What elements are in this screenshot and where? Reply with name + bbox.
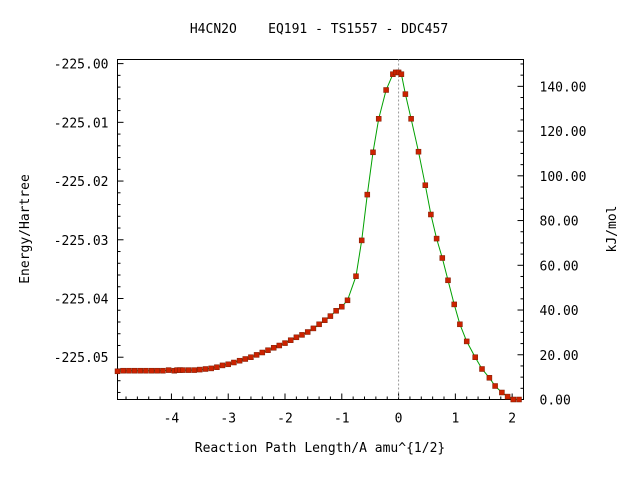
y2-tick-label: 140.00 [540, 80, 587, 95]
y-tick-label: -225.05 [54, 351, 109, 366]
data-point [160, 367, 166, 374]
y-tick-label: -225.00 [54, 58, 109, 73]
data-point [265, 347, 271, 353]
data-point [120, 367, 126, 374]
y2-tick-label: 40.00 [540, 304, 579, 319]
x-axis-label: Reaction Path Length/A amu^{1/2} [195, 441, 445, 456]
data-point [364, 191, 371, 198]
data-point [197, 366, 203, 373]
data-point [463, 338, 470, 345]
axis-tick-labels: -4 -3 -2 -1 0 1 2 -225.00 -225.01 -225.02 -225.03 -… [54, 58, 587, 427]
data-point [253, 352, 260, 358]
data-point [304, 329, 311, 335]
data-point [510, 396, 517, 403]
data-point [516, 396, 522, 403]
data-point [422, 182, 429, 188]
data-point [137, 367, 143, 374]
data-point [492, 383, 498, 389]
data-point [214, 364, 220, 370]
y2-axis-label: kJ/mol [605, 206, 620, 253]
data-point [398, 71, 405, 77]
data-point [299, 332, 305, 338]
series-points [114, 69, 522, 403]
x-tick-label: -1 [334, 412, 350, 427]
data-point [472, 354, 478, 360]
data-point [225, 361, 231, 368]
data-point [293, 334, 300, 341]
x-tick-label: 2 [508, 412, 516, 427]
data-point [185, 367, 192, 373]
data-point [402, 91, 409, 97]
data-point [236, 357, 243, 364]
data-point [282, 340, 288, 346]
data-point [339, 303, 345, 310]
data-point [383, 87, 389, 93]
data-point [191, 367, 197, 373]
y-tick-label: -225.04 [54, 292, 109, 307]
data-point [358, 237, 365, 244]
data-point [333, 308, 339, 314]
data-point [180, 367, 186, 373]
y2-tick-label: 80.00 [540, 215, 579, 230]
data-point [504, 393, 511, 400]
axis-ticks [117, 63, 524, 400]
data-point [248, 354, 254, 360]
data-point [143, 367, 149, 374]
data-point [259, 349, 266, 356]
data-point [154, 367, 160, 374]
data-point [408, 116, 414, 122]
x-tick-label: -3 [220, 412, 236, 427]
data-point [270, 345, 277, 351]
data-point [439, 255, 446, 261]
data-point [126, 367, 132, 374]
data-point [316, 321, 322, 328]
data-point [344, 297, 351, 304]
y-tick-label: -225.02 [54, 175, 109, 190]
data-point [479, 366, 485, 372]
chart-title: H4CN2O EQ191 - TS1557 - DDC457 [190, 22, 448, 37]
data-point [165, 367, 172, 373]
data-point [231, 359, 237, 366]
data-point [148, 367, 155, 374]
data-point [219, 362, 226, 369]
y2-tick-label: 20.00 [540, 349, 579, 364]
series-line [117, 71, 519, 400]
data-point [208, 365, 214, 372]
data-point [353, 273, 359, 279]
data-point [375, 116, 382, 122]
y2-tick-label: 120.00 [540, 125, 587, 140]
data-point [327, 313, 334, 319]
y2-tick-label: 100.00 [540, 170, 587, 185]
data-point [486, 375, 493, 381]
data-point [287, 337, 294, 343]
data-point [451, 301, 457, 308]
data-point [415, 148, 422, 155]
y2-tick-label: 0.00 [540, 394, 571, 409]
data-point [202, 366, 209, 372]
plot-frame [117, 59, 524, 400]
data-point [322, 317, 328, 323]
data-point [428, 211, 434, 218]
data-point [445, 277, 451, 284]
y-axis-label: Energy/Hartree [18, 174, 33, 284]
data-point [457, 321, 463, 328]
data-point [310, 325, 317, 332]
x-tick-label: -4 [164, 412, 180, 427]
data-point [114, 368, 121, 375]
x-tick-label: 1 [451, 412, 459, 427]
data-point [499, 389, 505, 396]
x-tick-label: 0 [395, 412, 403, 427]
y-tick-label: -225.03 [54, 234, 109, 249]
y2-tick-label: 60.00 [540, 259, 579, 274]
data-point [433, 235, 440, 242]
data-point [131, 367, 138, 374]
data-point [370, 149, 376, 156]
data-point [242, 356, 249, 362]
x-tick-label: -2 [277, 412, 293, 427]
y-tick-label: -225.01 [54, 116, 109, 131]
data-point [276, 342, 283, 349]
